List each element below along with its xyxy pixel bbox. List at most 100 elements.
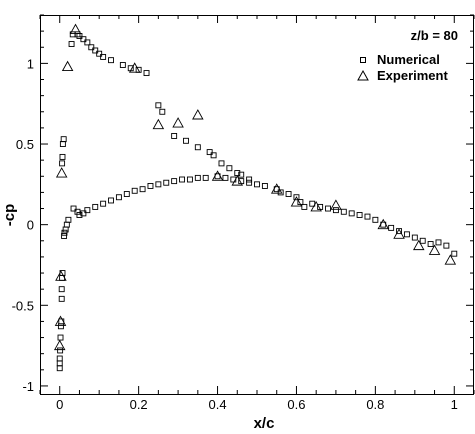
numerical-point bbox=[163, 179, 170, 186]
experiment-point bbox=[55, 270, 67, 281]
x-axis-label: x/c bbox=[254, 415, 275, 432]
numerical-point bbox=[419, 237, 426, 244]
numerical-point bbox=[403, 231, 410, 238]
numerical-point bbox=[56, 365, 63, 372]
numerical-point bbox=[325, 205, 331, 212]
numerical-point bbox=[100, 200, 107, 207]
numerical-point bbox=[80, 36, 87, 43]
numerical-point bbox=[171, 178, 178, 185]
x-tick-label: 0.6 bbox=[287, 397, 305, 412]
y-tick-label: -0.5 bbox=[12, 298, 34, 313]
numerical-point bbox=[68, 41, 75, 47]
numerical-point bbox=[131, 187, 138, 194]
numerical-point bbox=[159, 108, 166, 115]
numerical-point bbox=[356, 212, 363, 218]
experiment-point bbox=[231, 175, 244, 186]
numerical-point bbox=[147, 183, 154, 189]
legend-marker-experiment bbox=[357, 69, 369, 81]
numerical-point bbox=[388, 224, 395, 231]
numerical-point bbox=[155, 181, 162, 188]
x-tick-label: 1 bbox=[451, 397, 458, 412]
numerical-point bbox=[63, 221, 70, 228]
numerical-point bbox=[59, 160, 66, 167]
numerical-point bbox=[411, 234, 418, 241]
numerical-point bbox=[202, 174, 209, 181]
legend-marker-numerical bbox=[360, 57, 366, 63]
experiment-point bbox=[172, 117, 184, 128]
numerical-point bbox=[115, 194, 122, 201]
experiment-point bbox=[330, 199, 342, 210]
numerical-point bbox=[435, 239, 442, 246]
numerical-point bbox=[108, 197, 114, 204]
numerical-point bbox=[88, 44, 95, 51]
experiment-point bbox=[53, 339, 66, 351]
numerical-point bbox=[74, 208, 81, 215]
numerical-point bbox=[254, 181, 260, 188]
numerical-point bbox=[119, 62, 126, 68]
numerical-point bbox=[293, 194, 300, 201]
numerical-point bbox=[261, 183, 268, 189]
numerical-point bbox=[96, 50, 103, 57]
numerical-point bbox=[143, 70, 150, 77]
experiment-point bbox=[290, 196, 303, 207]
numerical-point bbox=[61, 232, 68, 239]
experiment-point bbox=[270, 183, 283, 194]
numerical-point bbox=[340, 208, 347, 215]
numerical-point bbox=[59, 153, 66, 160]
experiment-point bbox=[393, 228, 405, 239]
experiment-point bbox=[428, 244, 441, 255]
experiment-point bbox=[152, 118, 165, 130]
numerical-point bbox=[84, 39, 91, 46]
experiment-point bbox=[211, 170, 224, 181]
numerical-point bbox=[58, 286, 65, 293]
numerical-point bbox=[74, 31, 81, 38]
experiment-point bbox=[377, 218, 390, 230]
x-tick-label: 0.2 bbox=[130, 397, 148, 412]
data-marks bbox=[53, 23, 458, 372]
numerical-point bbox=[80, 210, 87, 217]
numerical-point bbox=[348, 210, 355, 217]
experiment-point bbox=[61, 60, 74, 72]
numerical-point bbox=[92, 203, 99, 210]
numerical-point bbox=[301, 203, 308, 210]
numerical-point bbox=[277, 189, 284, 196]
numerical-point bbox=[171, 133, 178, 139]
numerical-point bbox=[246, 179, 253, 186]
experiment-point bbox=[69, 23, 82, 34]
numerical-point bbox=[451, 250, 458, 257]
numerical-point bbox=[56, 360, 63, 367]
experiment-point bbox=[128, 62, 141, 73]
numerical-point bbox=[65, 216, 72, 223]
numerical-point bbox=[108, 57, 114, 64]
numerical-point bbox=[56, 355, 63, 362]
legend: Numerical Experiment bbox=[357, 52, 448, 83]
numerical-point bbox=[194, 174, 201, 181]
numerical-point bbox=[57, 334, 64, 341]
experiment-point bbox=[412, 239, 425, 251]
numerical-point bbox=[76, 212, 83, 218]
numerical-point bbox=[372, 216, 379, 223]
experiment-point bbox=[444, 254, 457, 265]
legend-label-numerical: Numerical bbox=[377, 52, 440, 67]
numerical-point bbox=[246, 176, 253, 183]
numerical-point bbox=[186, 176, 193, 183]
numerical-point bbox=[210, 152, 217, 159]
numerical-point bbox=[332, 207, 339, 214]
experiment-point bbox=[55, 167, 68, 178]
experiment-point bbox=[54, 315, 67, 326]
x-tick-label: 0 bbox=[56, 397, 63, 412]
numerical-point bbox=[179, 176, 185, 183]
numerical-point bbox=[155, 102, 162, 109]
numerical-point bbox=[84, 207, 91, 214]
experiment-point bbox=[192, 109, 204, 120]
y-tick-label: 0 bbox=[27, 218, 34, 233]
numerical-point bbox=[222, 174, 229, 181]
y-axis-label: -cp bbox=[1, 204, 18, 227]
numerical-point bbox=[285, 191, 292, 197]
y-tick-label: 1 bbox=[27, 56, 34, 71]
numerical-point bbox=[60, 136, 67, 143]
numerical-point bbox=[443, 242, 450, 249]
numerical-point bbox=[139, 186, 146, 193]
numerical-point bbox=[59, 141, 66, 147]
